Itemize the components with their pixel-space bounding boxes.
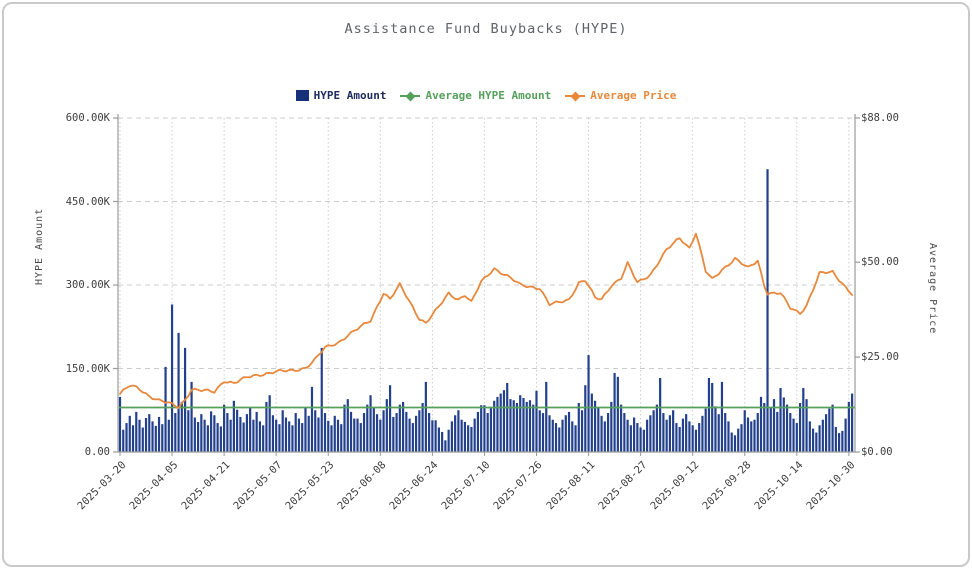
- legend-label: Average HYPE Amount: [425, 89, 552, 102]
- left-axis-tick: 300.00K: [65, 279, 110, 291]
- chart-title: Assistance Fund Buybacks (HYPE): [344, 21, 628, 37]
- right-axis-tick: $25.00: [861, 351, 899, 363]
- legend-item-average-price[interactable]: Average Price: [565, 89, 676, 102]
- legend-label: Average Price: [590, 89, 677, 102]
- left-axis-tick: 450.00K: [65, 195, 110, 208]
- right-axis-tick: $88.00: [861, 112, 899, 124]
- right-axis-tick: $50.00: [861, 256, 899, 268]
- green-line-diamond-icon: [400, 90, 421, 101]
- chart-legend: HYPE Amount Average HYPE Amount Average …: [0, 89, 972, 102]
- legend-label: HYPE Amount: [313, 89, 387, 102]
- right-axis-tick: $0.00: [861, 446, 893, 458]
- orange-line-diamond-icon: [565, 90, 586, 101]
- bar-swatch-icon: [295, 90, 309, 101]
- left-axis-tick: 600.00K: [65, 112, 110, 124]
- legend-item-average-hype-amount[interactable]: Average HYPE Amount: [400, 89, 551, 102]
- left-axis-tick: 0.00: [84, 446, 110, 458]
- legend-item-hype-amount[interactable]: HYPE Amount: [295, 89, 387, 102]
- left-axis-tick: 150.00K: [65, 362, 110, 375]
